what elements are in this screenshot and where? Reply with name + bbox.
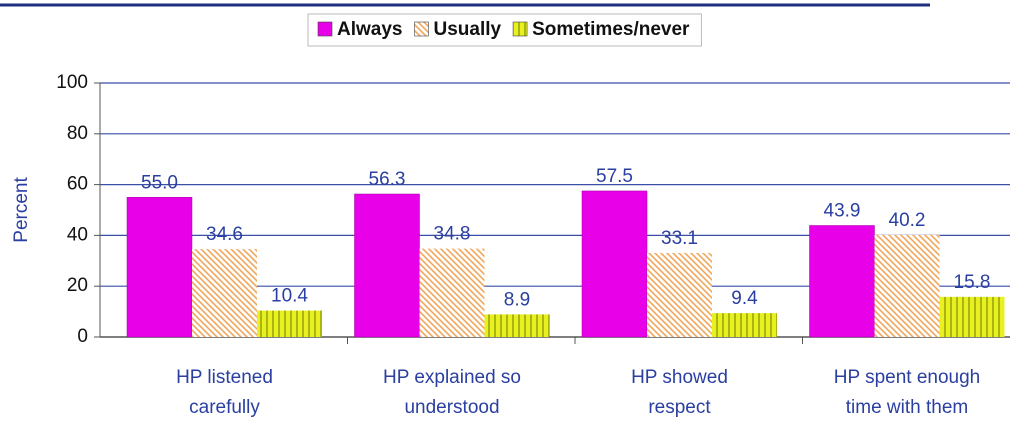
x-tick-label: HP spent enough	[834, 367, 981, 388]
value-label: 8.9	[504, 289, 530, 310]
x-tick-label: HP showed	[631, 367, 728, 388]
value-label: 33.1	[661, 228, 698, 249]
y-tick-label: 0	[77, 326, 88, 347]
bar	[874, 234, 940, 337]
bar	[809, 225, 875, 338]
value-label: 9.4	[731, 288, 758, 309]
legend-box	[307, 13, 702, 47]
bar	[126, 197, 193, 338]
bar	[647, 252, 712, 337]
value-label: 34.8	[434, 224, 471, 245]
y-tick-label: 100	[56, 72, 88, 93]
legend-swatch	[317, 21, 333, 37]
x-tick-label: carefully	[189, 397, 260, 418]
bar	[257, 310, 322, 337]
legend-swatch	[414, 21, 429, 37]
legend-label: Usually	[433, 19, 501, 40]
y-axis-label: Percent	[11, 177, 32, 243]
bar	[419, 248, 485, 337]
legend-label: Sometimes/never	[532, 19, 690, 40]
value-label: 40.2	[889, 210, 926, 231]
value-label: 55.0	[141, 172, 178, 193]
value-label: 57.5	[596, 166, 633, 187]
legend: Always Usually Sometimes/never	[307, 13, 702, 47]
value-label: 10.4	[271, 286, 308, 307]
y-tick-label: 60	[67, 174, 88, 195]
bar	[354, 193, 420, 338]
value-label: 34.6	[206, 224, 243, 245]
y-tick-label: 80	[67, 123, 88, 144]
bar	[581, 190, 648, 338]
bar	[192, 249, 257, 337]
bar	[712, 313, 777, 337]
bar	[484, 314, 550, 337]
x-tick-label: HP explained so	[383, 367, 521, 388]
y-tick-label: 20	[67, 275, 88, 296]
x-tick-label: understood	[404, 397, 499, 418]
value-label: 15.8	[954, 272, 991, 293]
value-label: 56.3	[369, 169, 406, 190]
bar	[939, 296, 1005, 337]
x-tick-label: respect	[648, 397, 711, 418]
value-label: 43.9	[824, 201, 861, 222]
x-tick-label: HP listened	[176, 367, 273, 388]
legend-label: Always	[337, 19, 402, 40]
legend-swatch	[512, 21, 528, 37]
y-tick-label: 40	[67, 224, 88, 245]
x-tick-label: time with them	[846, 397, 968, 418]
